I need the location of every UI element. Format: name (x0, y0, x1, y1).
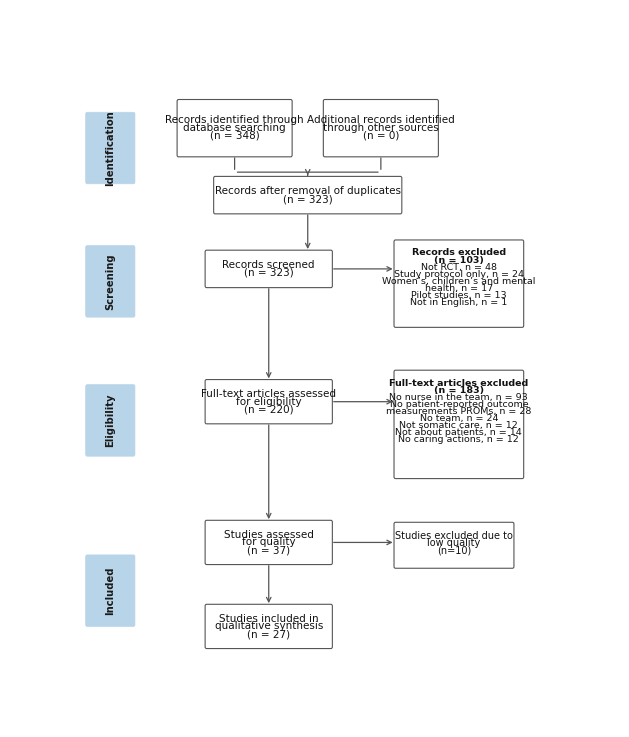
FancyBboxPatch shape (214, 176, 402, 214)
Text: low quality: low quality (427, 538, 481, 548)
Text: through other sources: through other sources (323, 123, 439, 133)
FancyBboxPatch shape (205, 380, 332, 424)
Text: Records screened: Records screened (223, 260, 315, 270)
Text: No nurse in the team, n = 93: No nurse in the team, n = 93 (389, 393, 528, 402)
Text: for quality: for quality (242, 537, 296, 548)
Text: No patient-reported outcome: No patient-reported outcome (389, 400, 528, 409)
Text: Identification: Identification (105, 110, 115, 186)
FancyBboxPatch shape (177, 99, 292, 157)
Text: Screening: Screening (105, 253, 115, 310)
Text: Studies excluded due to: Studies excluded due to (395, 531, 513, 541)
FancyBboxPatch shape (86, 112, 135, 184)
Text: (n = 220): (n = 220) (244, 405, 294, 414)
FancyBboxPatch shape (205, 250, 332, 287)
FancyBboxPatch shape (394, 370, 524, 478)
Text: Records identified through: Records identified through (165, 116, 304, 125)
Text: Records excluded: Records excluded (412, 248, 506, 257)
Text: database searching: database searching (183, 123, 286, 133)
Text: Not about patients, n = 14: Not about patients, n = 14 (396, 428, 522, 437)
FancyBboxPatch shape (205, 520, 332, 565)
Text: for eligibility: for eligibility (236, 397, 301, 407)
FancyBboxPatch shape (86, 245, 135, 317)
Text: No caring actions, n = 12: No caring actions, n = 12 (399, 436, 519, 444)
Text: Not RCT, n = 48: Not RCT, n = 48 (421, 262, 497, 272)
Text: (n = 37): (n = 37) (247, 545, 291, 555)
Text: (n=10): (n=10) (437, 545, 471, 556)
Text: Full-text articles assessed: Full-text articles assessed (201, 389, 337, 399)
FancyBboxPatch shape (323, 99, 438, 157)
Text: (n = 323): (n = 323) (244, 268, 294, 278)
Text: Eligibility: Eligibility (105, 394, 115, 447)
Text: health, n = 17: health, n = 17 (425, 284, 493, 293)
Text: Not in English, n = 1: Not in English, n = 1 (410, 298, 508, 307)
Text: Studies assessed: Studies assessed (224, 530, 314, 539)
Text: (n = 323): (n = 323) (283, 194, 333, 204)
FancyBboxPatch shape (86, 385, 135, 456)
FancyBboxPatch shape (394, 523, 514, 568)
Text: Included: Included (105, 567, 115, 615)
Text: (n = 27): (n = 27) (247, 629, 291, 639)
FancyBboxPatch shape (394, 240, 524, 327)
Text: No team, n = 24: No team, n = 24 (420, 414, 498, 423)
Text: Pilot studies, n = 13: Pilot studies, n = 13 (411, 291, 507, 300)
Text: Additional records identified: Additional records identified (307, 116, 455, 125)
Text: Records after removal of duplicates: Records after removal of duplicates (214, 186, 401, 196)
Text: Women’s, children’s and mental: Women’s, children’s and mental (382, 277, 535, 286)
FancyBboxPatch shape (205, 604, 332, 649)
Text: (n = 348): (n = 348) (209, 131, 260, 141)
FancyBboxPatch shape (86, 555, 135, 626)
Text: Study protocol only, n = 24: Study protocol only, n = 24 (394, 270, 524, 279)
Text: Full-text articles excluded: Full-text articles excluded (389, 379, 528, 388)
Text: qualitative synthesis: qualitative synthesis (214, 621, 323, 632)
Text: (n = 103): (n = 103) (434, 256, 484, 265)
Text: Not somatic care, n = 12: Not somatic care, n = 12 (399, 421, 518, 430)
Text: measurements PROMs, n = 28: measurements PROMs, n = 28 (386, 407, 532, 416)
Text: (n = 0): (n = 0) (363, 131, 399, 141)
Text: Studies included in: Studies included in (219, 614, 318, 624)
Text: (n = 183): (n = 183) (434, 385, 484, 395)
